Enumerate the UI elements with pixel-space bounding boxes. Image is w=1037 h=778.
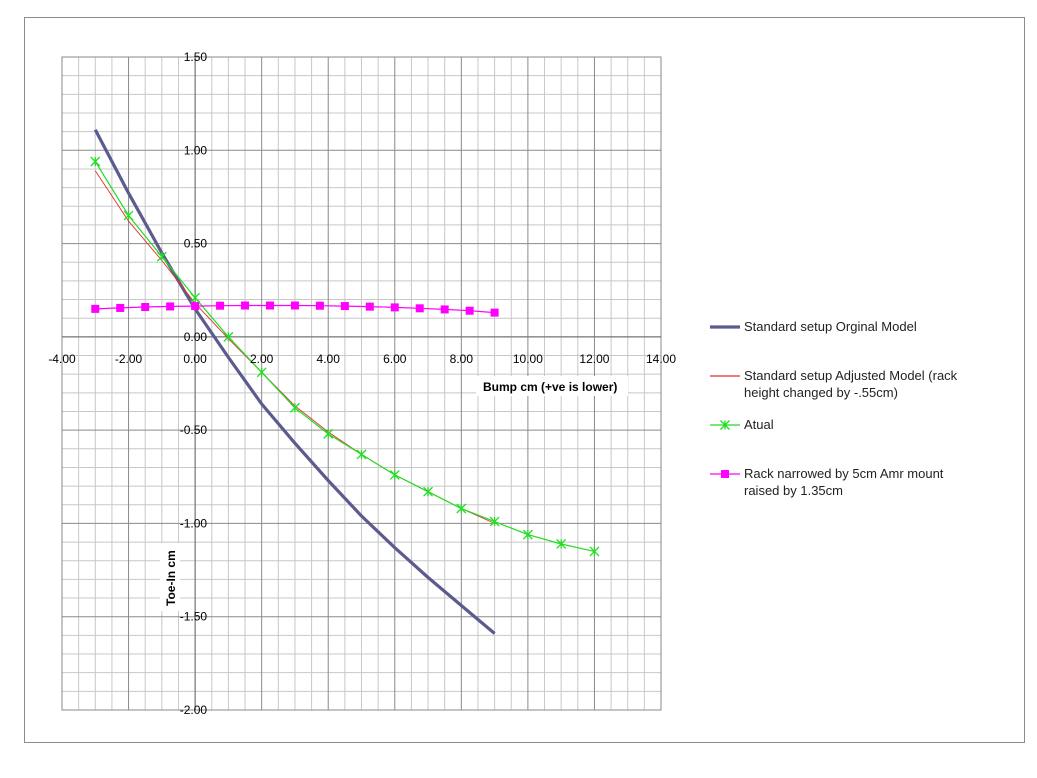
data-point [290, 301, 299, 310]
data-point [365, 302, 374, 311]
data-point [456, 503, 467, 514]
y-axis-title: Toe-In cm [164, 550, 178, 606]
series-line [94, 161, 595, 552]
data-point [489, 516, 500, 527]
y-tick-label: -1.50 [180, 610, 208, 624]
legend-item-3: Atual [710, 417, 774, 432]
data-point [116, 303, 125, 312]
series-3 [90, 156, 600, 557]
data-point [323, 428, 334, 439]
legend-label: Standard setup Adjusted Model (rack [744, 368, 958, 383]
data-point [440, 305, 449, 314]
x-tick-label: 12.00 [579, 352, 609, 366]
y-tick-label: 0.50 [184, 237, 208, 251]
data-point [156, 251, 167, 262]
data-point [90, 156, 101, 167]
data-point [256, 367, 267, 378]
legend-label: Atual [744, 417, 774, 432]
y-tick-label: -1.00 [180, 516, 208, 530]
x-tick-label: 4.00 [317, 352, 341, 366]
data-point [340, 302, 349, 311]
data-point [589, 546, 600, 557]
x-tick-label: -4.00 [48, 352, 76, 366]
legend-label: Standard setup Orginal Model [744, 319, 917, 334]
data-point [556, 538, 567, 549]
legend-item-2: Standard setup Adjusted Model (rack heigh… [710, 368, 958, 400]
data-point [166, 302, 175, 311]
data-point [223, 331, 234, 342]
data-point [216, 301, 225, 310]
y-axis-title-background [160, 543, 180, 611]
data-point [141, 303, 150, 312]
data-point [490, 308, 499, 317]
legend-label: raised by 1.35cm [744, 483, 843, 498]
data-point [390, 303, 399, 312]
x-tick-label: -2.00 [115, 352, 143, 366]
data-point [522, 529, 533, 540]
axes [62, 57, 661, 710]
x-axis-title-background [476, 376, 628, 396]
series-layer [90, 129, 600, 635]
y-tick-label: 0.00 [184, 330, 208, 344]
data-point [191, 302, 200, 311]
y-tick-label: -0.50 [180, 423, 208, 437]
data-point [356, 449, 367, 460]
data-point [289, 402, 300, 413]
legend: Standard setup Orginal Model Standard set… [710, 319, 958, 498]
x-tick-label: 2.00 [250, 352, 274, 366]
legend-swatch-marker [720, 420, 730, 430]
legend-label: Rack narrowed by 5cm Amr mount [744, 466, 944, 481]
legend-item-4: Rack narrowed by 5cm Amr mount raised by … [710, 466, 944, 498]
data-point [465, 306, 474, 315]
y-tick-label: 1.50 [184, 50, 208, 64]
x-tick-label: 10.00 [513, 352, 543, 366]
x-tick-label: 6.00 [383, 352, 407, 366]
data-point [241, 301, 250, 310]
data-point [423, 486, 434, 497]
data-point [123, 210, 134, 221]
legend-label: height changed by -.55cm) [744, 385, 898, 400]
series-4 [91, 301, 499, 317]
legend-swatch-marker [721, 470, 729, 478]
minor-gridlines [62, 57, 661, 710]
x-tick-label: 14.00 [646, 352, 676, 366]
x-tick-label: 8.00 [450, 352, 474, 366]
data-point [91, 304, 100, 313]
data-point [389, 469, 400, 480]
legend-item-1: Standard setup Orginal Model [710, 319, 917, 334]
data-point [315, 301, 324, 310]
data-point [265, 301, 274, 310]
x-axis-title: Bump cm (+ve is lower) [483, 380, 617, 394]
tick-labels: -4.00 -2.00 0.00 2.00 4.00 6.00 8.00 10.00 12.00… [48, 50, 676, 717]
data-point [190, 292, 201, 303]
y-tick-label: -2.00 [180, 703, 208, 717]
y-tick-label: 1.00 [184, 143, 208, 157]
x-tick-label: 0.00 [183, 352, 207, 366]
data-point [415, 304, 424, 313]
